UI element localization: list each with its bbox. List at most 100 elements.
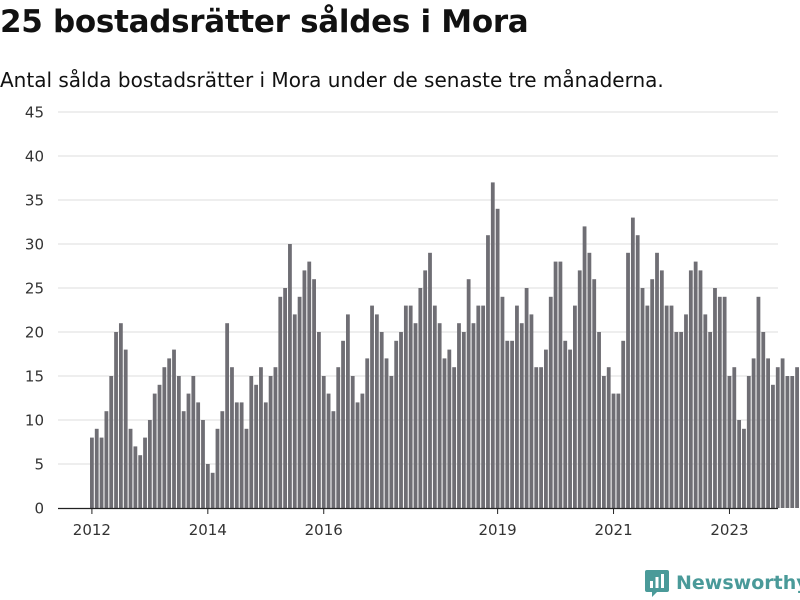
- bar: [544, 349, 548, 508]
- bar: [515, 305, 519, 508]
- bar: [423, 270, 428, 508]
- bar: [147, 420, 152, 508]
- newsworthy-icon: [645, 570, 669, 597]
- bar: [457, 323, 461, 508]
- bar: [655, 252, 659, 508]
- bar: [167, 358, 172, 508]
- bar: [505, 340, 510, 508]
- bar: [756, 296, 761, 508]
- newsworthy-logo: Newsworthy: [644, 568, 800, 598]
- bar: [452, 367, 457, 508]
- bar: [186, 393, 191, 508]
- bar: [244, 428, 249, 508]
- bar: [650, 279, 655, 508]
- bar: [234, 402, 239, 508]
- bar: [713, 288, 717, 508]
- bar: [215, 428, 220, 508]
- bar: [263, 402, 268, 508]
- bar: [635, 235, 640, 508]
- y-tick-label: 20: [25, 324, 44, 342]
- bar: [162, 367, 167, 508]
- y-tick-label: 30: [25, 236, 44, 254]
- bar: [746, 376, 751, 508]
- bar: [519, 323, 524, 508]
- bar: [292, 314, 297, 508]
- bar: [268, 376, 273, 508]
- bar: [601, 376, 606, 508]
- bar: [500, 296, 505, 508]
- bar: [674, 332, 679, 508]
- bar: [476, 305, 481, 508]
- y-tick-label: 0: [34, 500, 44, 518]
- bar: [766, 358, 770, 508]
- y-tick-label: 10: [25, 412, 44, 430]
- x-tick-label: 2019: [479, 521, 517, 539]
- bar: [780, 358, 785, 508]
- y-axis-labels: 0 5 10 15 20 25 30 35 40 45: [25, 104, 44, 518]
- bar: [399, 332, 403, 508]
- bar: [181, 411, 186, 508]
- bar: [317, 332, 321, 508]
- bar: [379, 332, 384, 508]
- chart-title: 25 bostadsrätter såldes i Mora: [0, 4, 529, 40]
- bar: [90, 437, 94, 508]
- bar: [360, 393, 365, 508]
- bar: [297, 296, 302, 508]
- bar: [548, 296, 553, 508]
- bar: [630, 217, 635, 508]
- bar: [486, 235, 490, 508]
- bar: [616, 393, 621, 508]
- chart-subtitle: Antal sålda bostadsrätter i Mora under d…: [0, 68, 664, 92]
- bar: [785, 376, 790, 508]
- bar: [94, 428, 99, 508]
- bar: [331, 411, 336, 508]
- brand-name: Newsworthy: [676, 572, 800, 594]
- bar: [384, 358, 389, 508]
- x-tick-label: 2014: [189, 521, 227, 539]
- bar: [524, 288, 529, 508]
- x-tick-label: 2012: [73, 521, 111, 539]
- bar: [563, 340, 568, 508]
- bar: [466, 279, 471, 508]
- bar: [761, 332, 766, 508]
- bar: [471, 323, 476, 508]
- bar: [626, 252, 630, 508]
- bar: [138, 455, 143, 508]
- bar: [606, 367, 611, 508]
- bar: [587, 252, 592, 508]
- bar: [403, 305, 408, 508]
- bar: [312, 279, 316, 508]
- bar: [157, 384, 162, 508]
- bar: [326, 393, 331, 508]
- bar: [341, 340, 345, 508]
- bar: [442, 358, 447, 508]
- bar: [751, 358, 756, 508]
- bar: [143, 437, 147, 508]
- bar: [428, 252, 432, 508]
- bar: [345, 314, 350, 508]
- bar: [717, 296, 722, 508]
- bar: [693, 261, 698, 508]
- bar: [684, 314, 688, 508]
- bar: [597, 332, 601, 508]
- bar: [114, 332, 118, 508]
- y-tick-label: 25: [25, 280, 44, 298]
- bar: [669, 305, 674, 508]
- bar: [495, 208, 500, 509]
- bar: [529, 314, 534, 508]
- bar: [336, 367, 341, 508]
- bar: [389, 376, 394, 508]
- bar: [355, 402, 360, 508]
- bar: [350, 376, 355, 508]
- bar: [573, 305, 577, 508]
- bar: [201, 420, 205, 508]
- y-tick-label: 45: [25, 104, 44, 122]
- bar: [99, 437, 104, 508]
- bar: [688, 270, 693, 508]
- y-tick-label: 40: [25, 148, 44, 166]
- x-axis-labels: 2012201420162019202120232025: [73, 508, 749, 539]
- bar: [370, 305, 374, 508]
- bar: [418, 288, 423, 508]
- y-tick-label: 5: [34, 456, 44, 474]
- bar: [254, 384, 259, 508]
